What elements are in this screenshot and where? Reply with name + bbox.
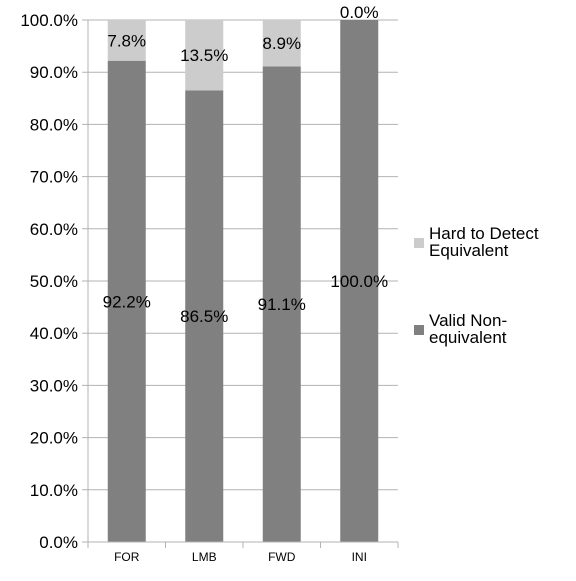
bar-segment-hard-to-detect-equivalent (107, 20, 146, 61)
legend-label: Equivalent (429, 241, 509, 260)
data-labels-layer: 92.2% 7.8% 86.5% 13.5% 91.1% 8.9% 100.0% 0.0% (103, 3, 388, 326)
bar-segment-hard-to-detect-equivalent (185, 20, 224, 91)
y-tick-label: 100.0% (20, 11, 78, 30)
legend-label: Valid Non- (429, 311, 507, 330)
bars-layer (107, 20, 379, 542)
x-tick-label: LMB (192, 550, 217, 564)
legend-swatch (414, 325, 424, 335)
y-tick-label: 70.0% (30, 168, 78, 187)
y-tick-label: 30.0% (30, 376, 78, 395)
x-tick-label: FWD (268, 550, 296, 564)
axis-layer: 0.0% 10.0% 20.0% 30.0% 40.0% 50.0% 60.0% 70.0% 8… (20, 11, 399, 564)
data-label: 13.5% (180, 46, 228, 65)
y-tick-label: 80.0% (30, 115, 78, 134)
x-tick-label: FOR (114, 550, 140, 564)
bar-segment-hard-to-detect-equivalent (262, 20, 301, 67)
y-tick-label: 50.0% (30, 272, 78, 291)
legend-label: Hard to Detect (429, 224, 539, 243)
y-tick-label: 60.0% (30, 220, 78, 239)
legend-swatch (414, 238, 424, 248)
bar-segment-valid-non-equivalent (185, 90, 224, 542)
data-label: 7.8% (107, 31, 146, 50)
data-label: 92.2% (103, 292, 151, 311)
bar-segment-valid-non-equivalent (262, 66, 301, 542)
y-tick-label: 40.0% (30, 324, 78, 343)
y-tick-label: 90.0% (30, 63, 78, 82)
data-label: 0.0% (340, 3, 379, 22)
legend-item: Valid Non-equivalent (414, 311, 507, 347)
bar-segment-valid-non-equivalent (107, 60, 146, 542)
y-tick-label: 10.0% (30, 481, 78, 500)
data-label: 91.1% (258, 295, 306, 314)
x-tick-label: INI (352, 550, 367, 564)
data-label: 100.0% (330, 272, 388, 291)
y-tick-label: 20.0% (30, 429, 78, 448)
data-label: 8.9% (262, 34, 301, 53)
bar-segment-valid-non-equivalent (340, 20, 379, 542)
y-tick-label: 0.0% (39, 533, 78, 552)
legend-label: equivalent (429, 328, 507, 347)
data-label: 86.5% (180, 307, 228, 326)
